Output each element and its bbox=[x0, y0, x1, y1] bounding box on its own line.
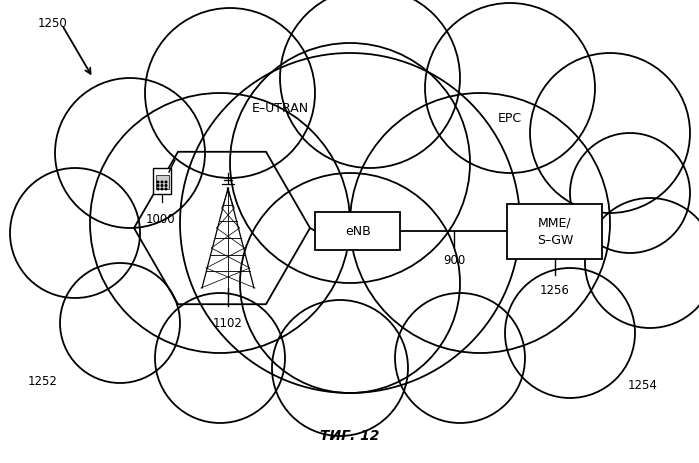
Circle shape bbox=[350, 94, 610, 353]
Text: 1256: 1256 bbox=[540, 283, 570, 296]
Bar bbox=[315, 213, 401, 250]
Circle shape bbox=[90, 94, 350, 353]
Text: E–UTRAN: E–UTRAN bbox=[252, 102, 308, 115]
Text: 1252: 1252 bbox=[28, 375, 58, 388]
Circle shape bbox=[165, 185, 167, 187]
Circle shape bbox=[165, 189, 167, 190]
Circle shape bbox=[240, 174, 460, 393]
Text: EPC: EPC bbox=[498, 112, 522, 125]
Circle shape bbox=[180, 54, 520, 393]
Text: 1102: 1102 bbox=[213, 316, 243, 329]
Circle shape bbox=[161, 185, 163, 187]
Circle shape bbox=[161, 189, 163, 190]
Circle shape bbox=[157, 185, 159, 187]
Circle shape bbox=[280, 0, 460, 169]
Circle shape bbox=[585, 199, 699, 328]
Text: ΤИГ. 12: ΤИГ. 12 bbox=[320, 428, 380, 442]
Circle shape bbox=[155, 294, 285, 423]
Circle shape bbox=[10, 169, 140, 298]
Circle shape bbox=[530, 54, 690, 213]
Circle shape bbox=[425, 4, 595, 174]
Circle shape bbox=[570, 134, 690, 253]
Circle shape bbox=[60, 263, 180, 383]
Text: 900: 900 bbox=[443, 253, 465, 266]
Text: 1000: 1000 bbox=[145, 213, 175, 225]
Bar bbox=[507, 204, 603, 259]
Circle shape bbox=[145, 9, 315, 179]
Circle shape bbox=[157, 182, 159, 183]
Circle shape bbox=[55, 79, 205, 229]
Bar bbox=[155, 175, 168, 189]
Text: 1254: 1254 bbox=[628, 379, 658, 392]
Circle shape bbox=[161, 182, 163, 183]
Text: MME/
S–GW: MME/ S–GW bbox=[537, 217, 573, 246]
Text: eNB: eNB bbox=[345, 225, 371, 238]
Text: 1250: 1250 bbox=[38, 17, 68, 30]
Bar bbox=[153, 169, 171, 194]
Circle shape bbox=[272, 300, 408, 436]
Circle shape bbox=[395, 294, 525, 423]
Circle shape bbox=[165, 182, 167, 183]
Circle shape bbox=[505, 269, 635, 398]
Circle shape bbox=[230, 44, 470, 283]
Circle shape bbox=[157, 189, 159, 190]
